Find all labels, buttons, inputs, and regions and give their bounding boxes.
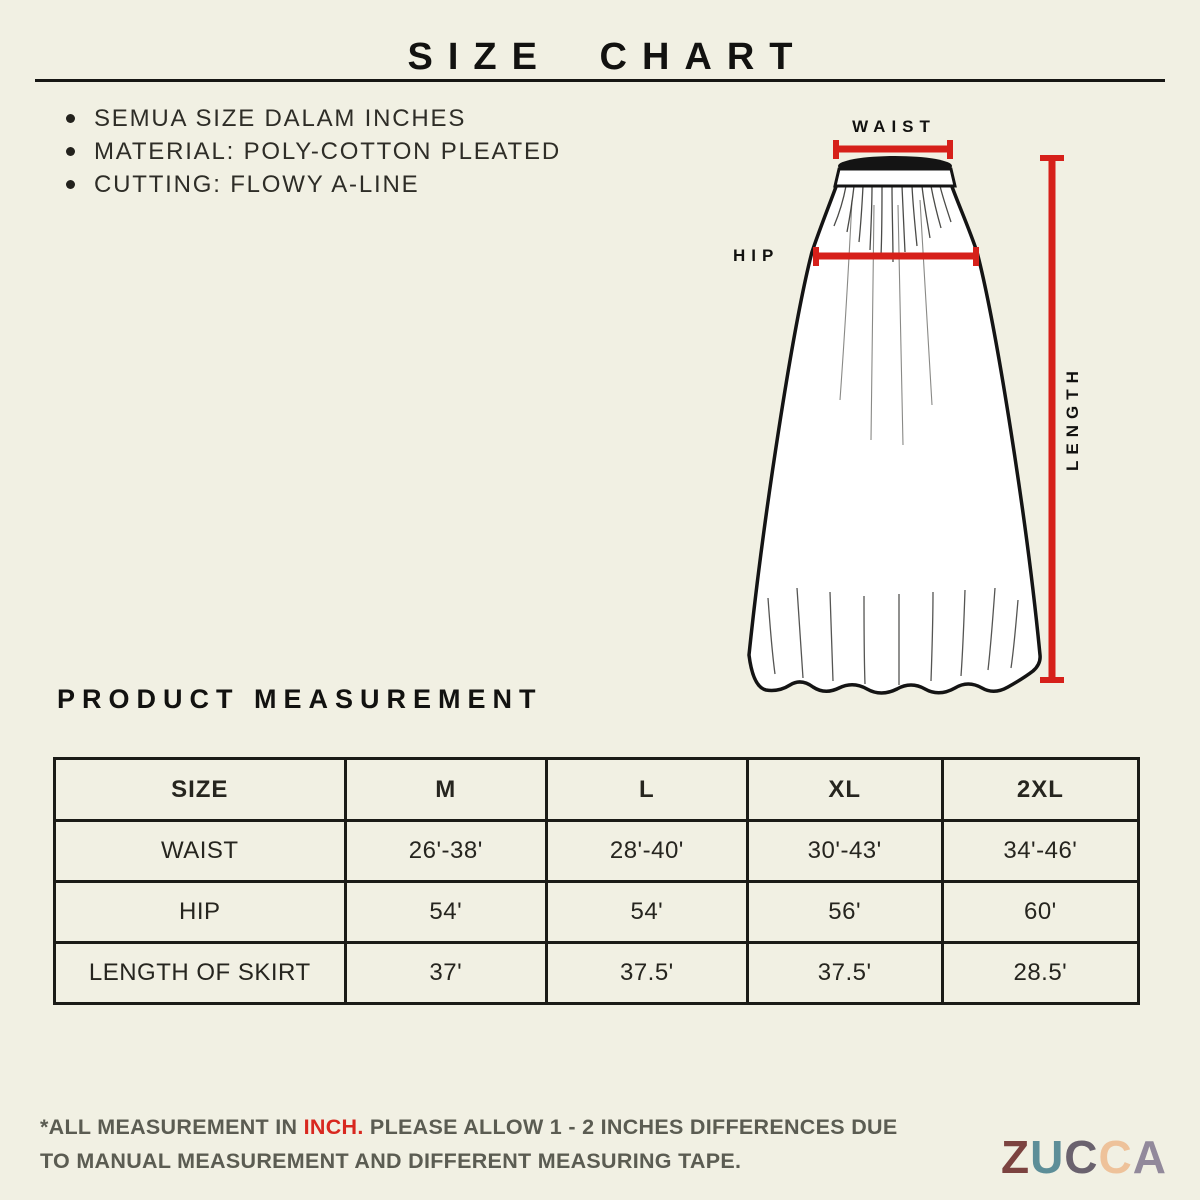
bullet-icon [66,114,75,123]
brand-logo: ZUCCA [1001,1130,1167,1184]
waist-measure-label: WAIST [852,117,936,136]
note-item: CUTTING: FLOWY A-LINE [66,168,561,201]
table-cell: 54' [343,880,549,944]
column-header-l: L [545,757,749,822]
column-header-m: M [343,757,549,822]
table-row-hip: HIP 54' 54' 56' 60' [53,880,1141,944]
hip-measure-label: HIP [733,246,780,265]
table-row-length: LENGTH OF SKIRT 37' 37.5' 37.5' 28.5' [53,941,1141,1005]
footnote-text: *ALL MEASUREMENT IN [40,1115,304,1139]
logo-letter: C [1064,1131,1099,1183]
column-header-2xl: 2XL [940,757,1141,822]
note-text: CUTTING: FLOWY A-LINE [94,170,420,198]
row-label: WAIST [53,819,347,883]
row-label: HIP [53,880,347,944]
footnote-inch-highlight: INCH. [303,1115,364,1139]
section-heading: PRODUCT MEASUREMENT [57,684,543,714]
hip-measure-line [813,247,979,266]
bullet-icon [66,180,75,189]
table-cell: 56' [745,880,944,944]
table-cell: 26'-38' [343,819,549,883]
table-cell: 60' [940,880,1141,944]
logo-letter: A [1132,1131,1167,1183]
title-divider [35,79,1165,82]
note-item: MATERIAL: POLY-COTTON PLEATED [66,135,561,168]
table-cell: 54' [545,880,749,944]
logo-letter: Z [1000,1131,1031,1183]
length-measure-label: LENGTH [1063,365,1082,471]
note-text: SEMUA SIZE DALAM INCHES [94,104,467,132]
length-measure-line [1040,155,1064,683]
measurement-table-container: SIZE M L XL 2XL WAIST 26'-38' 28'-40' 30… [53,757,1141,1005]
note-item: SEMUA SIZE DALAM INCHES [66,102,561,135]
footnote-text: PLEASE ALLOW 1 - 2 INCHES DIFFERENCES DU… [40,1115,898,1173]
hem-crease-lines [767,587,1019,685]
row-label: LENGTH OF SKIRT [53,941,347,1005]
table-cell: 37' [343,941,549,1005]
note-text: MATERIAL: POLY-COTTON PLEATED [94,137,561,165]
drape-lines [839,199,933,446]
waistband [833,167,957,188]
page-title: SIZE CHART [407,36,808,78]
table-header-row: SIZE M L XL 2XL [53,757,1141,822]
table-cell: 37.5' [545,941,749,1005]
column-header-size: SIZE [53,757,347,822]
footnote: *ALL MEASUREMENT IN INCH. PLEASE ALLOW 1… [40,1110,920,1178]
table-cell: 28'-40' [545,819,749,883]
logo-letter: C [1098,1131,1133,1183]
skirt-outline [747,182,1042,695]
table-cell: 30'-43' [745,819,944,883]
waist-measure-line [833,140,953,159]
table-cell: 28.5' [940,941,1141,1005]
logo-letter: U [1030,1131,1065,1183]
bullet-icon [66,147,75,156]
measurement-table: SIZE M L XL 2XL WAIST 26'-38' 28'-40' 30… [53,757,1141,1005]
table-row-waist: WAIST 26'-38' 28'-40' 30'-43' 34'-46' [53,819,1141,883]
gather-lines [833,185,952,263]
product-notes-list: SEMUA SIZE DALAM INCHES MATERIAL: POLY-C… [66,102,561,201]
column-header-xl: XL [745,757,944,822]
table-cell: 34'-46' [940,819,1141,883]
table-cell: 37.5' [745,941,944,1005]
